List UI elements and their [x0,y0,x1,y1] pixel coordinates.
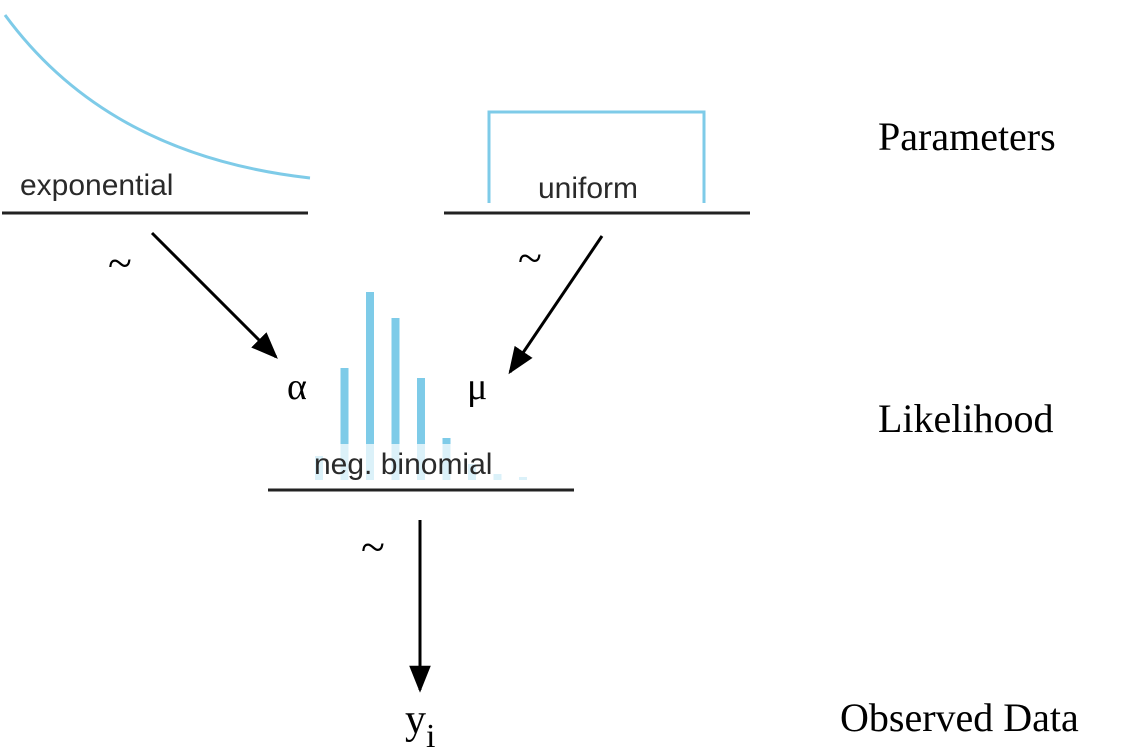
level-observed-data: Observed Data [840,695,1079,740]
level-likelihood: Likelihood [878,396,1054,441]
level-parameters: Parameters [878,114,1056,159]
uniform-label: uniform [538,172,638,205]
tilde-exponential: ~ [108,239,132,288]
uniform-curve [487,110,706,203]
exponential-label: exponential [20,169,173,202]
observed-y: y [405,697,426,743]
arrow-uniform-to-mu [508,235,604,375]
tilde-likelihood: ~ [361,523,385,572]
tilde-uniform: ~ [518,234,542,283]
param-mu: μ [467,366,487,408]
param-alpha: α [287,366,307,408]
negbinomial-bar [340,368,349,480]
negbinomial-label-backdrop [305,444,535,480]
uniform-node: uniform [444,110,750,215]
arrow-exponential-to-alpha [150,231,278,359]
negbinomial-bar [366,292,374,480]
negbinomial-label: neg. binomial [314,448,492,481]
negbinomial-bar [417,378,425,480]
exponential-node: exponential [2,14,311,215]
observed-symbol: yi [405,697,435,754]
observed-subscript: i [426,718,435,754]
negbinomial-bar [391,318,400,480]
exponential-curve [3,14,311,180]
